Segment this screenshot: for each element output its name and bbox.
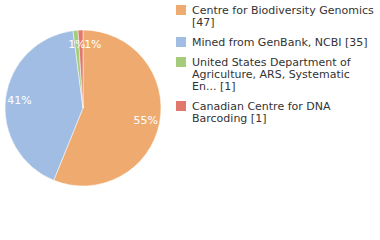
legend-label: Mined from GenBank, NCBI [35]	[192, 36, 368, 49]
legend-swatch	[176, 101, 186, 111]
legend-label: Centre for Biodiversity Genomics[47]	[192, 4, 374, 29]
data-label: 1%	[84, 38, 101, 51]
chart: 55% 41% 1%1% Centre for Biodiversity Genomi…	[0, 0, 380, 240]
pie	[5, 30, 161, 186]
legend-swatch	[176, 5, 186, 15]
legend: Centre for Biodiversity Genomics[47] Mine…	[176, 4, 374, 125]
data-label: 55%	[134, 114, 158, 127]
legend-swatch	[176, 57, 186, 67]
legend-label: Canadian Centre for DNABarcoding [1]	[192, 100, 331, 125]
legend-swatch	[176, 37, 186, 47]
data-labels: 55% 41% 1%1%	[7, 38, 158, 127]
legend-label: United States Department ofAgriculture, …	[192, 56, 352, 93]
data-label: 1%	[68, 38, 85, 51]
data-label: 41%	[7, 94, 31, 107]
pie-slice	[5, 31, 83, 181]
